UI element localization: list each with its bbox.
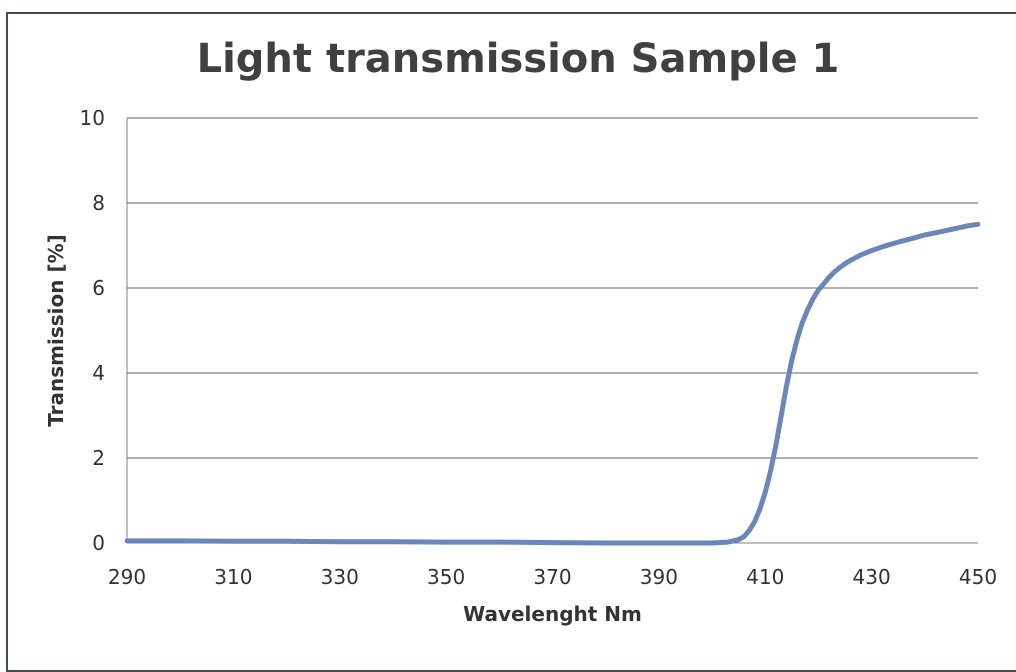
x-tick-label: 450 [959, 565, 997, 589]
y-tick-label: 6 [92, 276, 105, 300]
y-axis-title: Transmission [%] [44, 234, 68, 427]
x-tick-label: 290 [108, 565, 146, 589]
chart-title: Light transmission Sample 1 [196, 36, 840, 82]
x-tick-label: 350 [427, 565, 465, 589]
x-tick-label: 310 [214, 565, 252, 589]
y-tick-label: 8 [92, 191, 105, 215]
y-tick-label: 2 [92, 446, 105, 470]
y-tick-label: 0 [92, 531, 105, 555]
x-tick-label: 430 [853, 565, 891, 589]
y-tick-label: 4 [92, 361, 105, 385]
x-tick-label: 390 [640, 565, 678, 589]
x-tick-label: 370 [533, 565, 571, 589]
series-line-0 [124, 221, 981, 546]
x-tick-label: 410 [746, 565, 784, 589]
x-tick-label: 330 [321, 565, 359, 589]
x-axis-title: Wavelenght Nm [463, 602, 642, 626]
chart-plot: 0 2 4 6 8 10 290 310 330 350 370 390 410 430 450 Wavele… [44, 106, 997, 626]
y-tick-label: 10 [80, 106, 105, 130]
